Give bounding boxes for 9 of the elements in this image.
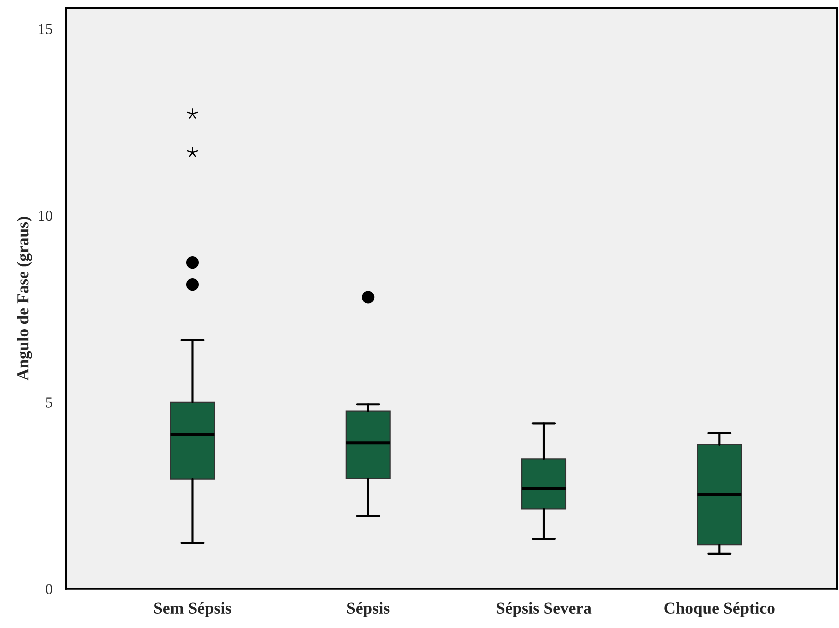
x-tick-label: Sépsis Severa (496, 602, 592, 618)
y-tick-label: 10 (39, 210, 53, 222)
y-axis-title: Angulo de Fase (graus) (17, 217, 32, 381)
y-tick-label: 0 (46, 584, 53, 595)
y-tick-label: 5 (46, 398, 52, 408)
x-tick-label: Sépsis (347, 602, 390, 618)
x-tick-label: Sem Sépsis (154, 602, 232, 618)
x-tick-label: Choque Séptico (664, 602, 775, 618)
y-tick-label: 15 (39, 24, 52, 35)
